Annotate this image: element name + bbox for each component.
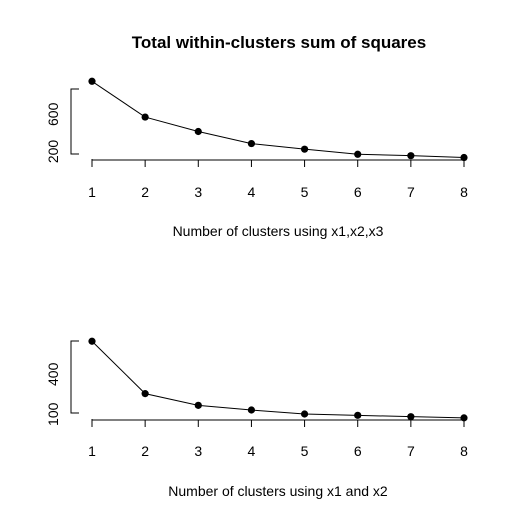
series-points [88, 337, 468, 422]
series-line [91, 80, 465, 159]
chart-panel-top: Total within-clusters sum of squares 200… [45, 33, 468, 239]
x-tick-label: 8 [460, 443, 468, 459]
x-tick-label: 4 [248, 184, 256, 200]
x-tick-label: 1 [88, 443, 96, 459]
x-axis-label: Number of clusters using x1,x2,x3 [173, 223, 384, 239]
y-tick-group: 200 600 [45, 102, 61, 163]
data-point [300, 145, 309, 153]
y-axis [70, 340, 79, 414]
data-point [194, 127, 202, 136]
data-point [407, 152, 415, 160]
data-point [460, 414, 468, 422]
x-tick-label: 2 [141, 184, 149, 200]
x-axis-label: Number of clusters using x1 and x2 [168, 483, 388, 499]
x-tick-label: 6 [354, 184, 362, 200]
x-tick-label: 4 [248, 443, 256, 459]
data-point [407, 413, 415, 421]
data-point [460, 153, 468, 162]
x-tick-label: 6 [354, 443, 362, 459]
x-tick-label: 5 [301, 443, 309, 459]
data-point [88, 337, 96, 345]
x-tick-group: 1 2 3 4 5 6 7 8 [88, 420, 468, 459]
series-line [91, 340, 465, 419]
data-point [194, 401, 202, 409]
y-tick-label: 400 [45, 362, 61, 386]
y-tick-label: 100 [45, 402, 61, 426]
y-tick-label: 200 [45, 140, 61, 164]
x-tick-label: 1 [88, 184, 96, 200]
x-tick-label: 5 [301, 184, 309, 200]
x-axis [91, 419, 465, 421]
x-tick-group: 1 2 3 4 5 6 7 8 [88, 160, 468, 200]
x-tick-label: 8 [460, 184, 468, 200]
series-points [88, 77, 468, 162]
x-tick-label: 7 [407, 443, 415, 459]
chart-title: Total within-clusters sum of squares [132, 33, 426, 52]
x-tick-label: 7 [407, 184, 415, 200]
y-tick-label: 600 [45, 102, 61, 126]
x-tick-label: 3 [194, 443, 202, 459]
data-point [354, 411, 362, 419]
x-tick-label: 3 [194, 184, 202, 200]
data-point [247, 406, 256, 414]
chart-panel-bottom: 100 400 1 2 3 4 5 6 7 8 Number of clusters using… [45, 337, 468, 499]
data-point [141, 113, 149, 121]
x-axis [91, 159, 465, 161]
x-tick-label: 2 [141, 443, 149, 459]
data-point [247, 139, 256, 148]
y-axis [70, 88, 79, 155]
data-point [141, 390, 149, 398]
y-tick-group: 100 400 [45, 362, 61, 426]
data-point [300, 410, 309, 418]
data-point [354, 150, 362, 158]
data-point [88, 77, 96, 85]
